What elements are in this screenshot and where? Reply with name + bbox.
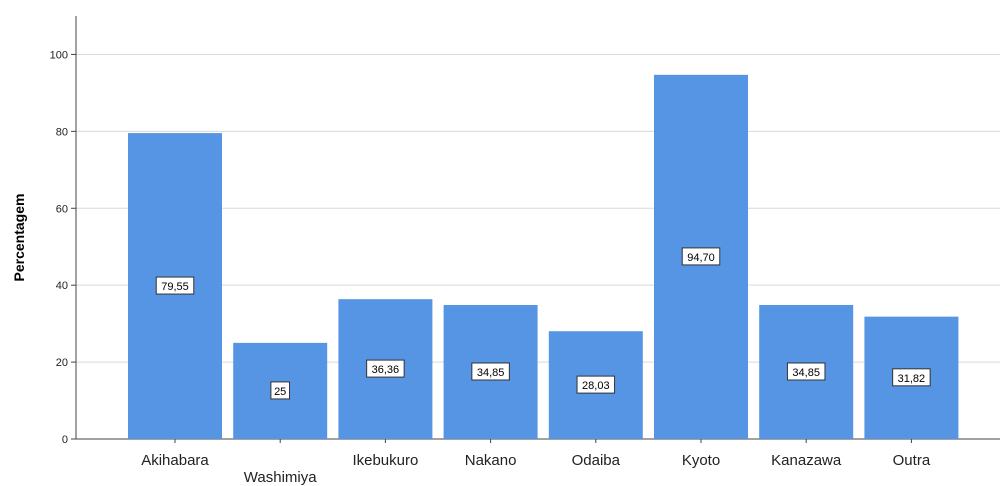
data-label-box (471, 362, 510, 381)
x-tick-labels: Akihabara Washimiya Ikebukuro Nakano Odaiba K… (141, 452, 931, 486)
y-tick-label: 0 (62, 434, 68, 446)
data-label: 34,85 (792, 367, 820, 379)
data-label-box (366, 359, 405, 378)
bars (128, 74, 959, 440)
data-label: 94,70 (687, 252, 715, 264)
data-label-box (270, 381, 290, 400)
x-tick-label: Ikebukuro (352, 452, 418, 469)
y-tick-labels: 0 20 40 60 80 100 (50, 49, 68, 446)
x-tick-label: Kyoto (682, 452, 720, 469)
data-label: 36,36 (372, 364, 400, 376)
x-tick-label: Outra (893, 452, 931, 469)
x-tick-label: Washimiya (244, 469, 317, 486)
y-tick-label: 80 (56, 126, 68, 138)
data-label-box (576, 375, 616, 394)
x-tick-label: Odaiba (572, 452, 621, 469)
x-tick-label: Nakano (465, 452, 517, 469)
y-tick-label: 60 (56, 203, 68, 215)
y-tick-label: 20 (56, 357, 68, 369)
data-labels: 79,55 25 36,36 34,85 28,03 94,70 34,85 31,82 (155, 247, 931, 400)
y-axis-label: Percentagem (11, 194, 27, 282)
y-tick-label: 40 (56, 280, 68, 292)
data-label: 79,55 (161, 281, 189, 293)
data-label: 28,03 (582, 380, 610, 392)
data-label-box (681, 247, 721, 266)
data-label-box (155, 276, 195, 295)
data-label-box (892, 368, 931, 387)
x-tick-label: Kanazawa (771, 452, 842, 469)
data-label: 34,85 (477, 367, 505, 379)
data-label: 31,82 (898, 373, 926, 385)
data-label-box (786, 362, 826, 381)
x-tick-label: Akihabara (141, 452, 209, 469)
y-tick-label: 100 (50, 49, 68, 61)
data-label: 25 (274, 386, 286, 398)
